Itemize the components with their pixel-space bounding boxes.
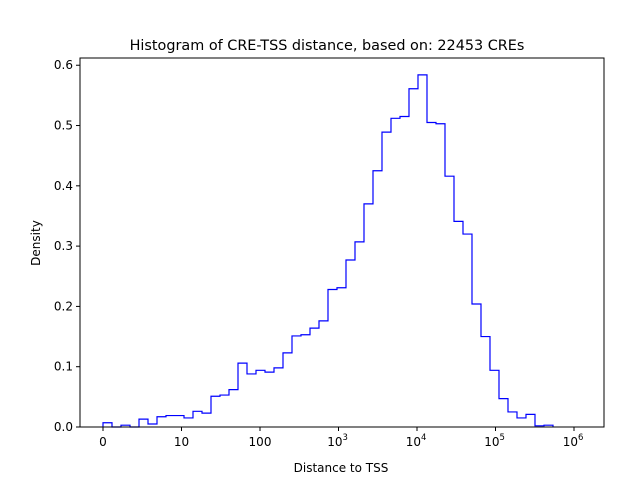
y-tick-label: 0.3 bbox=[54, 239, 73, 253]
x-tick-label: 10 bbox=[174, 435, 189, 449]
x-tick-label: 10 bbox=[484, 435, 499, 449]
x-tick-exponent: 3 bbox=[343, 433, 348, 443]
y-tick-label: 0.2 bbox=[54, 299, 73, 313]
x-tick-label: 10 bbox=[563, 435, 578, 449]
histogram-step-line bbox=[102, 74, 554, 428]
y-tick-label: 0.1 bbox=[54, 360, 73, 374]
y-axis-label: Density bbox=[29, 220, 43, 266]
x-tick-label: 10 bbox=[406, 435, 421, 449]
x-tick-label: 100 bbox=[249, 435, 272, 449]
x-tick-exponent: 4 bbox=[421, 433, 426, 443]
y-tick-label: 0.5 bbox=[54, 119, 73, 133]
x-tick-exponent: 5 bbox=[500, 433, 505, 443]
x-tick-label: 10 bbox=[327, 435, 342, 449]
y-tick-label: 0.6 bbox=[54, 58, 73, 72]
y-tick-label: 0.0 bbox=[54, 420, 73, 434]
plot-frame bbox=[79, 57, 605, 428]
y-tick-label: 0.4 bbox=[54, 179, 73, 193]
chart-title: Histogram of CRE-TSS distance, based on:… bbox=[130, 38, 525, 54]
x-tick-exponent: 6 bbox=[578, 433, 583, 443]
x-axis-label: Distance to TSS bbox=[294, 461, 389, 475]
x-tick-label: 0 bbox=[99, 435, 107, 449]
